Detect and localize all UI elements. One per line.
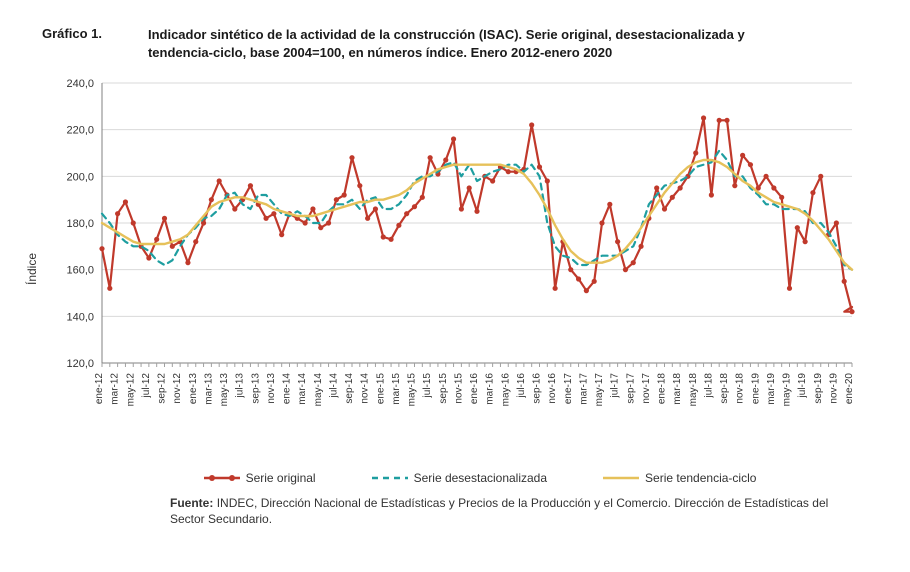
legend-swatch [204,472,240,484]
svg-text:may-18: may-18 [688,373,699,407]
svg-text:may-15: may-15 [407,373,418,407]
svg-text:mar-15: mar-15 [391,373,402,405]
svg-text:sep-19: sep-19 [813,373,824,404]
svg-text:220,0: 220,0 [66,125,94,137]
legend-swatch [603,472,639,484]
svg-text:jul-16: jul-16 [516,373,527,399]
svg-text:may-16: may-16 [500,373,511,407]
legend-label: Serie desestacionalizada [414,471,547,485]
svg-text:jul-13: jul-13 [235,373,246,399]
svg-text:sep-14: sep-14 [344,373,355,404]
svg-text:ene-14: ene-14 [282,373,293,405]
svg-text:ene-16: ene-16 [469,373,480,405]
svg-text:ene-13: ene-13 [188,373,199,405]
svg-text:sep-18: sep-18 [719,373,730,404]
svg-text:160,0: 160,0 [66,265,94,277]
figure-source: Fuente: INDEC, Dirección Nacional de Est… [170,495,830,527]
svg-text:may-17: may-17 [594,373,605,407]
svg-text:mar-18: mar-18 [672,373,683,405]
svg-text:sep-15: sep-15 [438,373,449,404]
svg-text:200,0: 200,0 [66,171,94,183]
svg-text:nov-19: nov-19 [828,373,839,404]
svg-text:nov-16: nov-16 [547,373,558,404]
svg-text:240,0: 240,0 [66,78,94,90]
legend-item: Serie tendencia-ciclo [603,471,756,485]
svg-text:nov-17: nov-17 [641,373,652,404]
svg-text:ene-12: ene-12 [94,373,105,405]
svg-text:jul-12: jul-12 [141,373,152,399]
source-text: INDEC, Dirección Nacional de Estadística… [170,496,828,526]
figure-title-line2: tendencia-ciclo, base 2004=100, en númer… [148,45,612,60]
svg-text:may-14: may-14 [313,373,324,407]
svg-text:may-13: may-13 [219,373,230,407]
svg-text:sep-16: sep-16 [532,373,543,404]
svg-text:may-12: may-12 [125,373,136,407]
svg-text:ene-20: ene-20 [844,373,855,405]
svg-text:nov-13: nov-13 [266,373,277,404]
svg-text:mar-17: mar-17 [578,373,589,405]
svg-text:jul-14: jul-14 [328,373,339,399]
figure-header: Gráfico 1. Indicador sintético de la act… [42,26,868,61]
svg-text:ene-17: ene-17 [563,373,574,405]
svg-text:sep-12: sep-12 [157,373,168,404]
svg-text:140,0: 140,0 [66,311,94,323]
legend-swatch [372,472,408,484]
legend-item: Serie desestacionalizada [372,471,547,485]
svg-text:120,0: 120,0 [66,358,94,370]
svg-text:may-19: may-19 [782,373,793,407]
source-label: Fuente: [170,496,213,510]
svg-text:mar-14: mar-14 [297,373,308,405]
svg-text:mar-13: mar-13 [203,373,214,405]
chart-legend: Serie original Serie desestacionalizada Se… [92,471,868,485]
svg-text:jul-17: jul-17 [610,373,621,399]
figure-label: Gráfico 1. [42,26,102,41]
svg-text:nov-14: nov-14 [360,373,371,404]
figure-container: Gráfico 1. Indicador sintético de la act… [0,0,910,572]
svg-text:ene-19: ene-19 [750,373,761,405]
svg-text:jul-15: jul-15 [422,373,433,399]
chart-svg: 120,0 140,0 160,0 180,0 200,0 220,0 240,0 ene-1… [42,69,868,469]
svg-text:sep-17: sep-17 [625,373,636,404]
svg-text:ene-15: ene-15 [375,373,386,405]
svg-text:nov-12: nov-12 [172,373,183,404]
svg-text:mar-12: mar-12 [110,373,121,405]
svg-text:mar-16: mar-16 [485,373,496,405]
svg-text:180,0: 180,0 [66,218,94,230]
legend-item: Serie original [204,471,316,485]
svg-text:nov-15: nov-15 [453,373,464,404]
svg-text:sep-13: sep-13 [250,373,261,404]
svg-text:mar-19: mar-19 [766,373,777,405]
svg-text:nov-18: nov-18 [735,373,746,404]
figure-title-line1: Indicador sintético de la actividad de l… [148,27,745,42]
legend-label: Serie original [246,471,316,485]
figure-title: Indicador sintético de la actividad de l… [148,26,745,61]
chart-area: Índice 120,0140,0160,0180,0200,0220,0240… [42,69,868,469]
svg-text:ene-18: ene-18 [657,373,668,405]
y-axis-title: Índice [25,253,39,285]
legend-label: Serie tendencia-ciclo [645,471,756,485]
svg-text:jul-19: jul-19 [797,373,808,399]
svg-text:jul-18: jul-18 [703,373,714,399]
